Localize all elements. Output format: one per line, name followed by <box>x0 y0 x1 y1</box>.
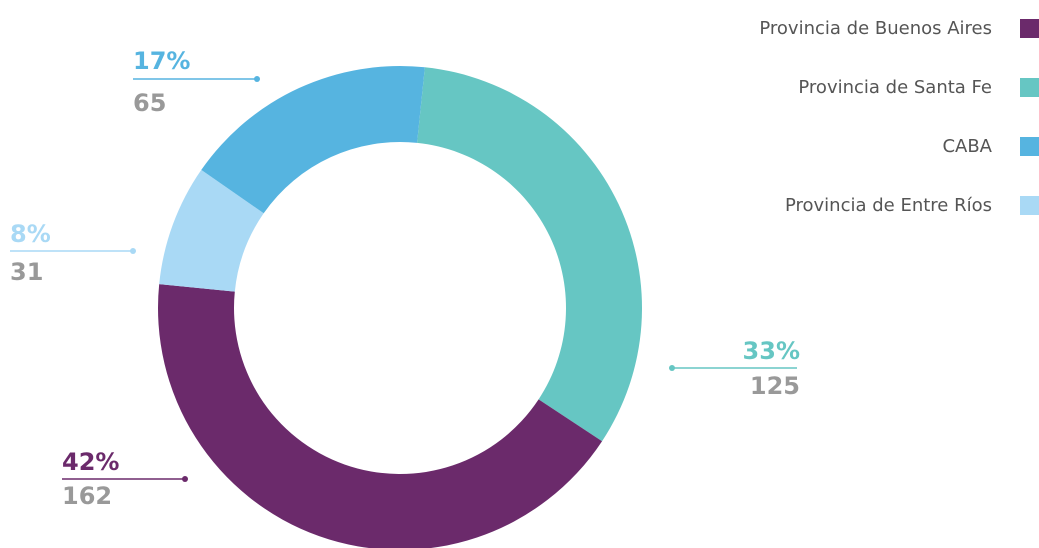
donut-slice <box>417 67 642 442</box>
value-label: 125 <box>750 372 800 400</box>
legend-swatch <box>1020 78 1039 97</box>
leader-dot <box>669 365 675 371</box>
legend-swatch <box>1020 196 1039 215</box>
percent-label: 33% <box>743 337 800 365</box>
leader-dot <box>130 248 136 254</box>
value-label: 162 <box>62 482 112 510</box>
legend-label: Provincia de Buenos Aires <box>759 18 992 39</box>
legend-swatch <box>1020 137 1039 156</box>
donut-slice <box>159 169 264 292</box>
leader-dot <box>254 76 260 82</box>
percent-label: 17% <box>133 47 190 75</box>
donut-slice <box>158 284 603 548</box>
donut-slice <box>201 65 425 214</box>
legend-label: Provincia de Entre Ríos <box>785 195 992 216</box>
percent-label: 42% <box>62 448 119 476</box>
percent-label: 8% <box>10 220 51 248</box>
legend-label: Provincia de Santa Fe <box>798 77 992 98</box>
value-label: 65 <box>133 89 166 117</box>
legend-label: CABA <box>942 136 992 157</box>
leader-dot <box>182 476 188 482</box>
value-label: 31 <box>10 258 43 286</box>
legend-swatch <box>1020 19 1039 38</box>
